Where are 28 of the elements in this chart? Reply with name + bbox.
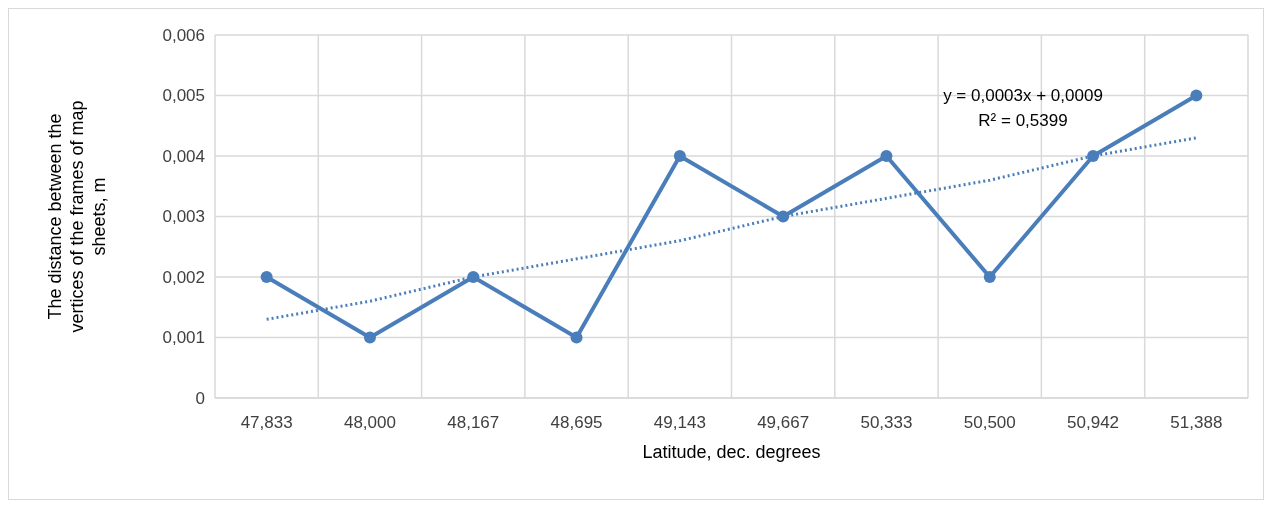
x-tick-label: 48,000 <box>343 413 396 432</box>
x-tick-label: 50,942 <box>1067 413 1120 432</box>
y-tick-label: 0 <box>195 388 205 408</box>
annotation: y = 0,0003x + 0,0009 <box>943 85 1103 105</box>
y-axis-title: The distance between the vertices of the frames of map sheets, m <box>45 100 109 333</box>
point <box>983 271 996 283</box>
point <box>570 331 583 344</box>
point <box>260 271 273 283</box>
y-tick-label: 0,001 <box>162 328 205 348</box>
point <box>880 150 893 162</box>
point <box>673 150 686 162</box>
y-tick-label: 0,003 <box>162 207 205 227</box>
x-tick-label: 49,667 <box>757 413 810 432</box>
x-axis-title: Latitude, dec. degrees <box>642 442 821 462</box>
x-tick-label: 48,167 <box>447 413 500 432</box>
x-tick-label: 48,695 <box>550 413 603 432</box>
x-tick-label: 49,143 <box>653 413 706 432</box>
y-tick-label: 0,005 <box>162 86 205 106</box>
annotation: R² = 0,5399 <box>978 110 1068 130</box>
x-tick-label: 51,388 <box>1170 413 1223 432</box>
y-tick-label: 0,002 <box>162 267 205 287</box>
y-tick-label: 0,004 <box>162 146 205 166</box>
x-tick-label: 50,333 <box>860 413 913 432</box>
x-tick-label: 50,500 <box>963 413 1016 432</box>
point <box>363 331 376 344</box>
y-tick-label: 0,006 <box>162 25 205 45</box>
x-tick-label: 47,833 <box>240 413 293 432</box>
point <box>1190 89 1203 102</box>
